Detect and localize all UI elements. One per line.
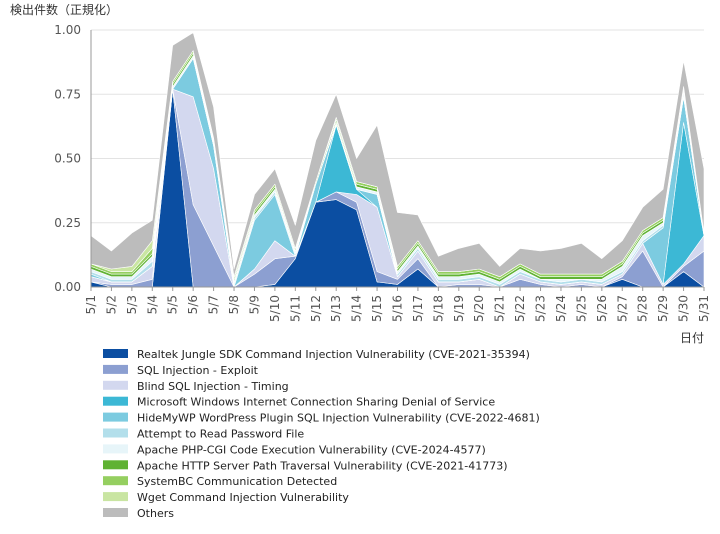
y-tick-labels: 0.00 0.25 0.50 0.75 1.00: [54, 23, 81, 294]
x-tick-label: 5/26: [595, 295, 609, 322]
legend-swatch: [103, 508, 128, 517]
x-tick-label: 5/22: [513, 295, 527, 322]
legend: Realtek Jungle SDK Command Injection Vul…: [103, 348, 540, 520]
x-tick-label: 5/21: [493, 295, 507, 322]
x-tick-label: 5/5: [166, 295, 180, 314]
legend-swatch: [103, 396, 128, 406]
x-tick-label: 5/8: [227, 295, 241, 314]
x-tick-label: 5/16: [391, 295, 405, 322]
x-tick-label: 5/10: [268, 295, 282, 322]
legend-swatch: [103, 476, 128, 486]
area-series-10: [90, 32, 705, 277]
x-tick-label: 5/13: [329, 295, 343, 322]
legend-entry: Blind SQL Injection - Timing: [137, 380, 289, 393]
x-tick-label: 5/3: [125, 295, 139, 314]
x-tick-label: 5/28: [636, 295, 650, 322]
x-tick-label: 5/12: [309, 295, 323, 322]
x-tick-label: 5/6: [186, 295, 200, 314]
legend-entry: SystemBC Communication Detected: [137, 475, 337, 488]
x-tick-label: 5/19: [452, 295, 466, 322]
legend-entry: Apache HTTP Server Path Traversal Vulner…: [137, 459, 508, 472]
x-tick-labels: 5/1 5/2 5/3 5/4 5/5 5/6 5/7 5/8 5/9 5/10 5/11 5/12 5…: [84, 295, 711, 322]
x-tick-label: 5/18: [431, 295, 445, 322]
legend-swatch: [103, 412, 128, 422]
y-tick-label: 0.75: [54, 87, 81, 101]
legend-swatch: [103, 492, 128, 502]
x-tick-label: 5/25: [574, 295, 588, 322]
area-series-group: [90, 32, 705, 288]
y-axis-label: 検出件数（正規化）: [10, 2, 118, 17]
x-tick-label: 5/14: [350, 295, 364, 322]
x-tick-label: 5/30: [677, 295, 691, 322]
x-tick-label: 5/11: [288, 295, 302, 322]
x-tick-label: 5/15: [370, 295, 384, 322]
y-tick-label: 1.00: [54, 23, 81, 37]
legend-entry: SQL Injection - Exploit: [137, 364, 259, 377]
x-tick-label: 5/24: [554, 295, 568, 322]
legend-swatch: [103, 428, 128, 438]
legend-entry: Realtek Jungle SDK Command Injection Vul…: [137, 348, 530, 361]
x-tick-label: 5/20: [472, 295, 486, 322]
x-tick-label: 5/31: [697, 295, 711, 322]
x-axis-label: 日付: [680, 331, 704, 345]
y-tick-label: 0.25: [54, 216, 81, 230]
axes: [90, 30, 705, 291]
legend-entry: Wget Command Injection Vulnerability: [137, 491, 349, 504]
x-tick-label: 5/23: [534, 295, 548, 322]
legend-swatch: [103, 444, 128, 454]
x-tick-label: 5/29: [656, 295, 670, 322]
legend-swatch: [103, 460, 128, 470]
x-tick-label: 5/1: [84, 295, 98, 314]
x-tick-label: 5/4: [145, 295, 159, 314]
y-tick-label: 0.50: [54, 152, 81, 166]
y-tick-label: 0.00: [54, 280, 81, 294]
legend-entry: HideMyWP WordPress Plugin SQL Injection …: [137, 412, 540, 425]
x-tick-label: 5/7: [207, 295, 221, 314]
x-tick-label: 5/9: [248, 295, 262, 314]
x-tick-label: 5/17: [411, 295, 425, 322]
legend-entry: Others: [137, 507, 174, 520]
legend-entry: Apache PHP-CGI Code Execution Vulnerabil…: [137, 443, 486, 456]
legend-entry: Attempt to Read Password File: [137, 428, 304, 441]
legend-swatch: [103, 349, 128, 358]
legend-swatch: [103, 380, 128, 390]
legend-swatch: [103, 364, 128, 374]
x-tick-label: 5/2: [104, 295, 118, 314]
x-tick-label: 5/27: [615, 295, 629, 322]
legend-entry: Microsoft Windows Internet Connection Sh…: [137, 396, 495, 409]
